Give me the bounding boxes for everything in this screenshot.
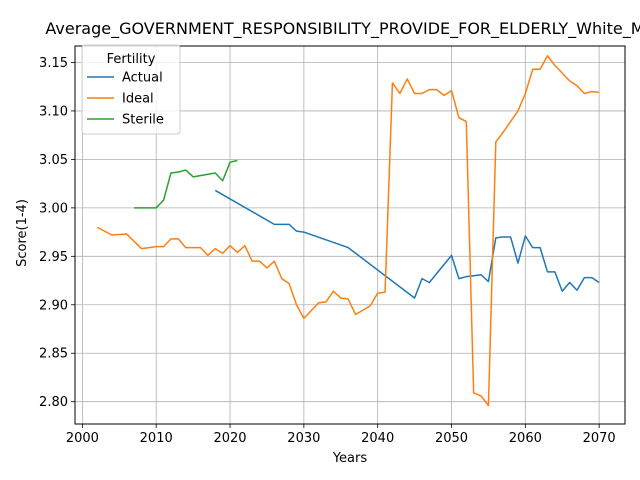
x-tick-label: 2070 [583, 431, 616, 446]
x-tick-label: 2040 [361, 431, 394, 446]
legend-label-sterile: Sterile [122, 113, 164, 128]
series-line-sterile [134, 159, 238, 209]
series-line-ideal [96, 54, 600, 407]
legend-title: Fertility [107, 52, 156, 67]
chart-title: Average_GOVERNMENT_RESPONSIBILITY_PROVID… [45, 19, 640, 39]
legend: Fertility Actual Ideal Sterile [81, 44, 181, 135]
x-tick-label: 2050 [435, 431, 468, 446]
legend-label-actual: Actual [122, 71, 163, 86]
x-tick-label: 2000 [66, 431, 99, 446]
y-tick-label: 3.10 [39, 104, 68, 119]
y-tick-label: 3.00 [39, 201, 68, 216]
y-axis-label: Score(1-4) [15, 199, 30, 267]
x-axis-ticks: 2000 2010 2020 2030 2040 2050 2060 2070 [66, 424, 616, 446]
plot-frame [74, 45, 626, 425]
x-tick-label: 2060 [509, 431, 542, 446]
y-tick-label: 3.15 [39, 56, 68, 71]
x-axis-label: Years [332, 451, 368, 466]
legend-box [81, 44, 181, 135]
y-tick-label: 2.85 [39, 347, 68, 362]
y-tick-label: 3.05 [39, 153, 68, 168]
grid [75, 46, 625, 424]
y-tick-label: 2.90 [39, 298, 68, 313]
x-tick-label: 2020 [213, 431, 246, 446]
series-lines [96, 54, 600, 407]
y-axis-ticks: 2.80 2.85 2.90 2.95 3.00 3.05 3.10 3.15 [39, 56, 75, 410]
y-tick-label: 2.95 [39, 250, 68, 265]
series-line-actual [214, 189, 600, 299]
legend-label-ideal: Ideal [122, 92, 154, 107]
x-tick-label: 2010 [140, 431, 173, 446]
x-tick-label: 2030 [287, 431, 320, 446]
y-tick-label: 2.80 [39, 395, 68, 410]
